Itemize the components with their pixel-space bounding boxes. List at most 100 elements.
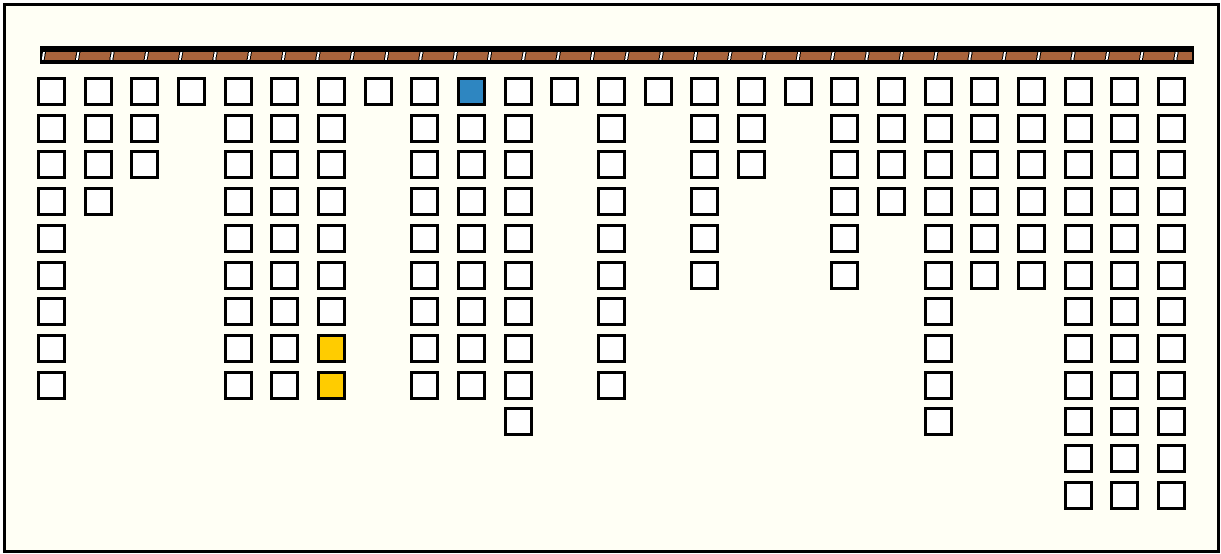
cell[interactable] — [1063, 77, 1093, 106]
cell[interactable] — [503, 77, 533, 106]
cell[interactable] — [737, 113, 767, 143]
cell[interactable] — [923, 260, 953, 290]
cell[interactable] — [270, 297, 300, 327]
cell[interactable] — [597, 297, 627, 327]
cell[interactable] — [1157, 444, 1187, 473]
cell[interactable] — [317, 150, 347, 180]
cell[interactable] — [270, 260, 300, 290]
cell[interactable] — [83, 77, 113, 106]
cell[interactable] — [1110, 187, 1140, 217]
cell[interactable] — [37, 297, 66, 327]
cell[interactable] — [457, 187, 487, 217]
cell[interactable] — [877, 150, 907, 180]
cell[interactable] — [410, 370, 440, 400]
cell[interactable] — [37, 113, 66, 143]
cell[interactable] — [223, 260, 253, 290]
cell[interactable] — [1110, 150, 1140, 180]
cell[interactable] — [317, 260, 347, 290]
cell[interactable] — [597, 333, 627, 363]
cell[interactable] — [830, 260, 860, 290]
cell[interactable] — [83, 113, 113, 143]
cell[interactable] — [597, 77, 627, 106]
cell[interactable] — [223, 223, 253, 253]
cell[interactable] — [503, 333, 533, 363]
cell[interactable] — [1157, 260, 1187, 290]
cell[interactable] — [1157, 333, 1187, 363]
cell[interactable] — [1063, 150, 1093, 180]
cell[interactable] — [1063, 297, 1093, 327]
cell[interactable] — [410, 113, 440, 143]
cell[interactable] — [457, 150, 487, 180]
cell[interactable] — [317, 113, 347, 143]
cell[interactable] — [1157, 150, 1187, 180]
cell[interactable] — [1157, 297, 1187, 327]
cell[interactable] — [503, 150, 533, 180]
cell[interactable] — [1157, 223, 1187, 253]
cell[interactable] — [130, 77, 160, 106]
cell[interactable] — [363, 77, 393, 106]
cell[interactable] — [690, 223, 720, 253]
cell[interactable] — [923, 77, 953, 106]
cell[interactable] — [970, 223, 1000, 253]
cell[interactable] — [830, 223, 860, 253]
cell[interactable] — [1110, 223, 1140, 253]
cell[interactable] — [503, 187, 533, 217]
cell[interactable] — [923, 113, 953, 143]
cell[interactable] — [1157, 77, 1187, 106]
cell[interactable] — [457, 297, 487, 327]
cell[interactable] — [690, 77, 720, 106]
cell[interactable] — [223, 150, 253, 180]
cell[interactable] — [223, 77, 253, 106]
cell[interactable] — [503, 223, 533, 253]
cell[interactable] — [737, 77, 767, 106]
cell[interactable] — [317, 223, 347, 253]
cell[interactable] — [1157, 480, 1187, 510]
cell[interactable] — [177, 77, 206, 106]
cell[interactable] — [597, 187, 627, 217]
cell[interactable] — [923, 333, 953, 363]
cell[interactable] — [410, 297, 440, 327]
cell[interactable] — [37, 150, 66, 180]
cell[interactable] — [503, 370, 533, 400]
cell[interactable] — [223, 187, 253, 217]
cell[interactable] — [923, 370, 953, 400]
cell[interactable] — [1063, 113, 1093, 143]
cell[interactable] — [270, 223, 300, 253]
cell[interactable] — [923, 407, 953, 437]
cell[interactable] — [1063, 260, 1093, 290]
cell[interactable] — [317, 297, 347, 327]
cell[interactable] — [1110, 333, 1140, 363]
cell[interactable] — [37, 370, 66, 400]
cell[interactable] — [83, 187, 113, 217]
cell[interactable] — [457, 113, 487, 143]
cell[interactable] — [1063, 370, 1093, 400]
cell[interactable] — [1017, 150, 1047, 180]
cell-selected[interactable] — [457, 77, 487, 106]
cell[interactable] — [1157, 113, 1187, 143]
cell[interactable] — [37, 223, 66, 253]
cell[interactable] — [830, 77, 860, 106]
cell[interactable] — [1063, 444, 1093, 473]
cell[interactable] — [830, 150, 860, 180]
cell[interactable] — [410, 77, 440, 106]
cell[interactable] — [37, 333, 66, 363]
cell[interactable] — [690, 113, 720, 143]
cell[interactable] — [970, 260, 1000, 290]
cell[interactable] — [130, 113, 160, 143]
cell[interactable] — [1017, 187, 1047, 217]
cell[interactable] — [970, 113, 1000, 143]
cell[interactable] — [970, 187, 1000, 217]
cell[interactable] — [410, 333, 440, 363]
cell[interactable] — [877, 187, 907, 217]
cell[interactable] — [1110, 444, 1140, 473]
cell-highlight[interactable] — [317, 333, 347, 363]
cell[interactable] — [690, 187, 720, 217]
cell[interactable] — [877, 113, 907, 143]
cell[interactable] — [830, 187, 860, 217]
cell[interactable] — [37, 77, 66, 106]
cell[interactable] — [1110, 297, 1140, 327]
cell[interactable] — [597, 113, 627, 143]
cell[interactable] — [1063, 480, 1093, 510]
cell[interactable] — [410, 150, 440, 180]
cell[interactable] — [1063, 187, 1093, 217]
